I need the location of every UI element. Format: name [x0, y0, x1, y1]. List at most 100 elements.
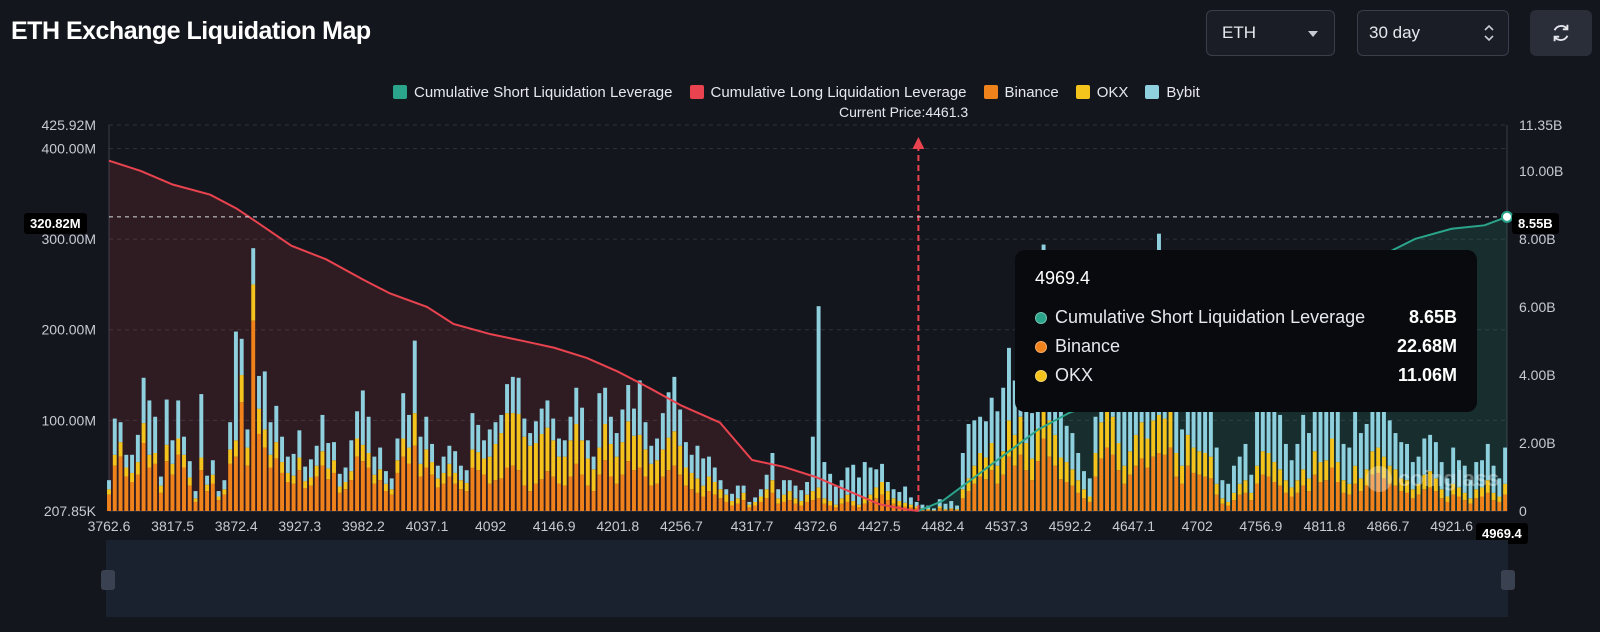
- bar-okx: [978, 452, 983, 477]
- legend-swatch: [1075, 85, 1090, 99]
- bar-binance: [1480, 496, 1484, 511]
- legend-swatch: [1145, 85, 1160, 99]
- bar-binance: [170, 474, 175, 511]
- bar-bybit: [360, 390, 365, 445]
- bar-okx: [1105, 405, 1109, 448]
- bar-okx: [1381, 456, 1386, 479]
- bar-binance: [758, 501, 763, 511]
- legend-item-okx[interactable]: OKX: [1075, 84, 1128, 101]
- bar-binance: [978, 476, 983, 511]
- range-slider-right-handle[interactable]: [1501, 570, 1515, 590]
- bar-binance: [124, 476, 129, 511]
- bar-okx: [1445, 496, 1450, 502]
- bar-bybit: [816, 306, 821, 488]
- bar-bybit: [949, 501, 954, 509]
- bar-okx: [124, 467, 129, 477]
- coin-select[interactable]: ETH: [1206, 10, 1335, 56]
- bar-bybit: [1007, 347, 1011, 421]
- bar-okx: [510, 413, 515, 466]
- legend-item-long[interactable]: Cumulative Long Liquidation Leverage: [689, 84, 967, 101]
- bar-binance: [383, 491, 388, 511]
- bar-binance: [372, 483, 377, 511]
- bar-bybit: [1433, 442, 1438, 479]
- bar-okx: [614, 456, 619, 484]
- bar-binance: [1462, 500, 1467, 511]
- bar-okx: [1485, 480, 1490, 493]
- bar-okx: [458, 480, 463, 490]
- y-tick-label-right: 10.00B: [1519, 163, 1563, 179]
- bar-binance: [1105, 447, 1109, 511]
- bar-okx: [1128, 451, 1133, 475]
- bar-bybit: [574, 387, 579, 424]
- bar-bybit: [1491, 465, 1496, 493]
- tooltip-row: Binance 22.68M: [1035, 332, 1457, 361]
- bar-okx: [632, 435, 636, 471]
- bar-binance: [683, 485, 688, 511]
- bar-okx: [107, 489, 111, 495]
- bar-bybit: [1335, 407, 1340, 463]
- bar-binance: [210, 483, 215, 511]
- bar-binance: [1381, 478, 1386, 511]
- bar-binance: [880, 494, 885, 511]
- bar-bybit: [1301, 414, 1306, 470]
- bar-okx: [1018, 416, 1023, 455]
- bar-bybit: [1255, 411, 1259, 466]
- bar-binance: [551, 476, 556, 511]
- bar-bybit: [943, 503, 948, 510]
- bar-binance: [857, 507, 861, 511]
- bar-binance: [1347, 494, 1352, 511]
- bar-binance: [637, 467, 642, 511]
- bar-bybit: [880, 463, 885, 482]
- bar-binance: [620, 474, 625, 511]
- bar-bybit: [966, 423, 971, 479]
- bar-binance: [158, 492, 163, 511]
- legend-item-bybit[interactable]: Bybit: [1145, 84, 1200, 101]
- bar-bybit: [1474, 462, 1479, 490]
- bar-bybit: [320, 414, 325, 452]
- bar-okx: [1012, 434, 1017, 466]
- bar-okx: [833, 504, 838, 508]
- legend-item-binance[interactable]: Binance: [983, 84, 1059, 101]
- range-slider[interactable]: [106, 540, 1508, 617]
- bar-bybit: [1283, 443, 1288, 481]
- refresh-button[interactable]: [1530, 10, 1592, 56]
- x-tick-label: 3927.3: [278, 518, 321, 534]
- bar-binance: [1024, 470, 1029, 511]
- bar-okx: [170, 463, 175, 475]
- tooltip-row-value: 8.65B: [1408, 307, 1457, 327]
- bar-bybit: [666, 392, 671, 438]
- bar-binance: [960, 498, 965, 511]
- bar-binance: [949, 509, 954, 511]
- bar-binance: [285, 481, 290, 511]
- period-select[interactable]: 30 day: [1357, 10, 1509, 56]
- bar-okx: [245, 447, 250, 466]
- bar-bybit: [620, 409, 625, 443]
- bar-bybit: [845, 467, 850, 495]
- bar-bybit: [1093, 416, 1098, 453]
- legend-item-short[interactable]: Cumulative Short Liquidation Leverage: [393, 84, 673, 101]
- bar-bybit: [193, 491, 198, 499]
- bar-okx: [885, 491, 890, 501]
- bar-binance: [591, 491, 596, 511]
- bar-okx: [816, 487, 821, 499]
- bar-binance: [545, 471, 550, 511]
- bar-okx: [447, 463, 452, 477]
- bar-binance: [366, 467, 371, 511]
- x-tick-label: 4537.3: [985, 518, 1028, 534]
- period-select-value: 30 day: [1369, 23, 1421, 42]
- bar-bybit: [1087, 478, 1092, 497]
- bar-bybit: [303, 466, 308, 482]
- bar-okx: [187, 477, 192, 486]
- bar-bybit: [164, 399, 169, 445]
- bar-binance: [1162, 454, 1167, 511]
- bar-okx: [1456, 487, 1461, 497]
- bar-bybit: [660, 413, 665, 450]
- bar-bybit: [1503, 447, 1508, 484]
- bar-binance: [1399, 491, 1404, 511]
- bar-bybit: [551, 418, 556, 441]
- range-slider-left-handle[interactable]: [101, 570, 115, 590]
- bar-okx: [620, 442, 625, 475]
- bar-bybit: [707, 456, 711, 477]
- x-tick-label: 4146.9: [533, 518, 576, 534]
- bar-bybit: [245, 429, 250, 448]
